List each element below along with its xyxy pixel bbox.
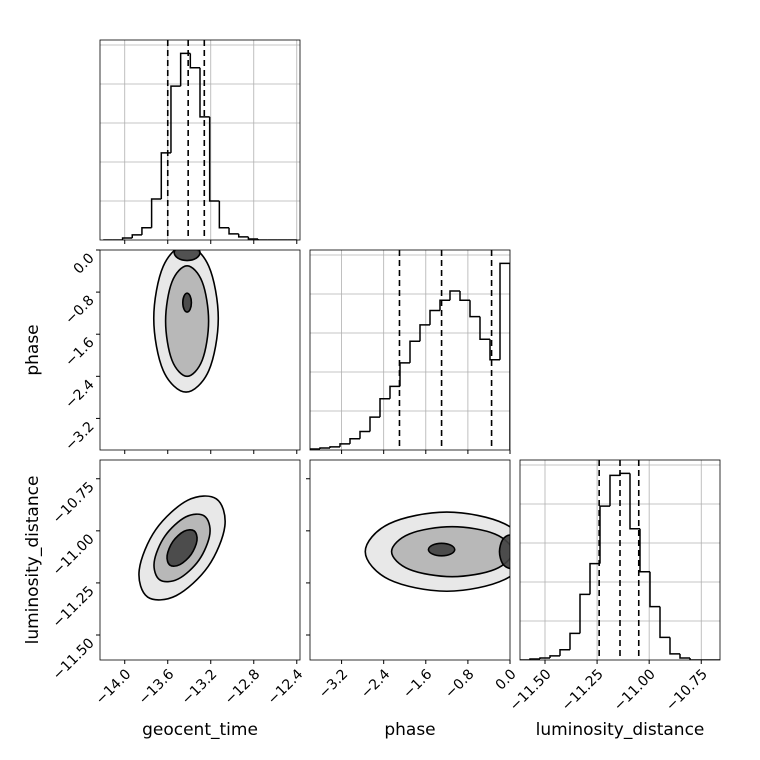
histogram-step (179, 52, 191, 87)
histogram-step (619, 472, 630, 476)
x-tick-label: −13.2 (179, 666, 221, 708)
histogram-step (199, 67, 210, 118)
histogram-step (549, 655, 560, 658)
x-tick-label: −11.00 (611, 666, 659, 714)
histogram-step (449, 290, 460, 301)
y-tick-label: −2.4 (62, 377, 97, 412)
x-tick-label: −11.25 (559, 666, 607, 714)
y-tick-label: −11.50 (50, 635, 98, 683)
histogram-step (189, 53, 200, 69)
contour (498, 534, 510, 570)
histogram-step (247, 236, 259, 240)
y-tick-label: −10.75 (50, 479, 98, 527)
x-tick-label: 0.0 (493, 666, 520, 693)
x-tick-label: −3.2 (316, 666, 351, 701)
panel-frame (99, 249, 301, 451)
histogram-step (429, 309, 440, 325)
histogram-step (399, 362, 410, 387)
panel-frame (99, 39, 301, 241)
panel-frame (309, 249, 511, 451)
histogram-step (559, 648, 570, 656)
histogram-step (379, 397, 390, 418)
x-axis-label: luminosity_distance (536, 720, 705, 740)
histogram-step (589, 562, 600, 595)
y-tick-label: −1.6 (62, 334, 97, 369)
histogram-step (218, 201, 230, 229)
histogram-step (359, 430, 370, 439)
y-tick-label: −11.00 (50, 531, 98, 579)
histogram-step (469, 300, 480, 318)
histogram-step (609, 474, 620, 507)
x-tick-label: −13.6 (136, 666, 178, 708)
histogram-step (228, 227, 239, 235)
histogram-step (339, 443, 350, 447)
histogram-step (419, 324, 430, 342)
histogram-step (579, 593, 590, 634)
y-tick-label: −0.8 (62, 292, 97, 327)
x-tick-label: −2.4 (358, 666, 393, 701)
histogram-step (349, 437, 360, 444)
panel-frame (309, 459, 511, 661)
histogram-step (629, 473, 640, 530)
panel-frame (519, 459, 721, 661)
histogram-step (170, 85, 181, 153)
histogram-step (459, 291, 470, 302)
histogram-step (569, 632, 580, 650)
histogram-step (669, 637, 680, 655)
histogram-step (160, 152, 171, 199)
histogram-step (439, 299, 450, 311)
histogram-step (489, 339, 500, 361)
x-axis-label: geocent_time (142, 720, 258, 740)
histogram-step (539, 657, 550, 659)
x-tick-label: −12.4 (265, 666, 307, 708)
x-tick-label: −10.75 (663, 666, 711, 714)
histogram-step (409, 340, 420, 363)
histogram-step (131, 234, 142, 238)
y-axis-label: phase (23, 324, 43, 375)
histogram-step (659, 606, 670, 639)
histogram-step (689, 657, 700, 660)
contour (173, 250, 201, 262)
histogram-step (310, 448, 320, 450)
histogram-step (121, 237, 133, 240)
histogram-step (639, 528, 650, 573)
y-tick-label: −3.2 (62, 419, 97, 454)
histogram-step (389, 385, 400, 399)
histogram-step (237, 233, 249, 238)
y-tick-label: 0.0 (71, 250, 98, 277)
x-tick-label: −1.6 (400, 666, 435, 701)
histogram-step (679, 653, 690, 659)
histogram-step (479, 316, 490, 340)
x-axis-label: phase (384, 720, 435, 740)
contour (164, 264, 210, 378)
histogram-step (649, 571, 660, 608)
histogram-step (329, 446, 340, 448)
histogram-step (369, 416, 380, 432)
histogram-step (141, 226, 152, 235)
contour (166, 529, 198, 567)
histogram-step (208, 116, 220, 202)
panel-frame (99, 459, 301, 661)
contour (181, 292, 193, 313)
histogram-step (150, 198, 162, 228)
histogram-step (319, 447, 330, 449)
histogram-step (599, 505, 610, 564)
x-tick-label: −0.8 (442, 666, 477, 701)
x-tick-label: −14.0 (93, 666, 135, 708)
y-axis-label: luminosity_distance (23, 476, 43, 645)
contour (427, 542, 456, 557)
histogram-step (499, 262, 510, 450)
x-tick-label: −12.8 (222, 666, 264, 708)
histogram-step (257, 238, 268, 240)
y-tick-label: −11.25 (50, 583, 98, 631)
